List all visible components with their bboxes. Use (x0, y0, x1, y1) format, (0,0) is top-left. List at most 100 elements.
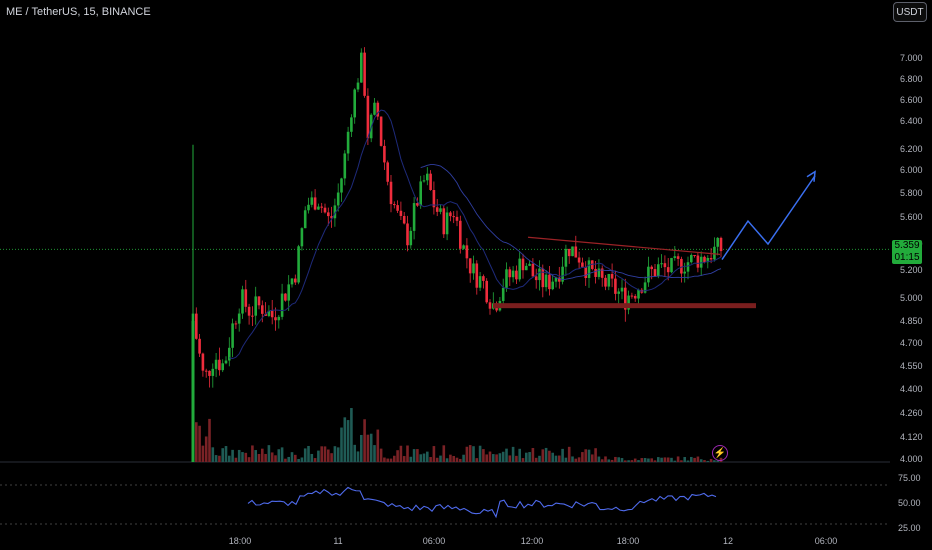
candle-body (650, 266, 653, 270)
volume-bar (198, 425, 201, 462)
volume-bar (670, 457, 673, 462)
candle-body (257, 296, 261, 306)
volume-bar (478, 445, 482, 462)
volume-bar (429, 457, 432, 462)
volume-bar (386, 458, 389, 462)
candle-body (297, 246, 300, 283)
candle-body (333, 205, 337, 219)
candle-body (488, 302, 492, 309)
candle-body (630, 295, 634, 297)
volume-bar (254, 450, 257, 462)
volume-bar (303, 448, 307, 462)
candle-body (508, 269, 512, 278)
volume-bar (515, 455, 518, 462)
candle-body (670, 257, 673, 273)
currency-button[interactable]: USDT (893, 2, 927, 22)
candle-body (310, 197, 314, 205)
candle-body (587, 260, 591, 278)
candle-body (455, 216, 459, 221)
volume-bar (310, 453, 314, 462)
candle-body (637, 289, 640, 299)
volume-bar (419, 454, 422, 462)
volume-bar (333, 446, 337, 462)
candle-body (445, 212, 449, 235)
volume-bar (584, 449, 587, 462)
candle-body (571, 246, 574, 257)
volume-bar (531, 447, 535, 462)
volume-bar (224, 446, 228, 462)
volume-bar (399, 445, 403, 462)
volume-bar (597, 456, 601, 462)
candle-body (600, 268, 604, 278)
candle-body (429, 173, 432, 191)
volume-bar (571, 456, 574, 462)
volume-bar (228, 455, 231, 462)
rsi-tick-label: 75.00 (898, 473, 921, 483)
volume-bar (620, 458, 624, 462)
candle-body (462, 245, 465, 249)
candle-body (597, 268, 601, 277)
candle-body (554, 277, 558, 282)
candle-body (307, 204, 310, 211)
candle-body (548, 274, 551, 290)
volume-bar (432, 446, 436, 462)
volume-bar (706, 460, 710, 462)
volume-bar (452, 455, 455, 462)
volume-bar (389, 458, 393, 462)
volume-bar (449, 454, 452, 462)
candle-body (442, 208, 446, 235)
volume-bar (525, 452, 528, 462)
time-tick-label: 12:00 (521, 536, 544, 546)
volume-bar (465, 446, 469, 462)
volume-bar (709, 458, 713, 462)
candle-body (676, 256, 680, 259)
volume-bar (538, 455, 541, 462)
candle-body (396, 205, 399, 211)
candle-body (653, 269, 657, 277)
candle-body (234, 323, 238, 325)
volume-bar (221, 448, 224, 462)
candle-body (620, 287, 624, 292)
candle-body (624, 287, 627, 310)
volume-bar (416, 449, 419, 462)
volume-bar (363, 419, 366, 462)
volume-bar (666, 457, 670, 462)
candle-body (214, 359, 218, 369)
volume-bar (195, 422, 198, 462)
volume-bar (241, 452, 244, 462)
volume-bar (637, 460, 640, 462)
candle-body (287, 284, 290, 301)
candle-body (363, 52, 366, 96)
candle-body (218, 359, 221, 371)
volume-bar (445, 458, 449, 462)
projection-arrowhead (806, 170, 816, 182)
candle-body (515, 270, 518, 280)
volume-bar (614, 456, 617, 462)
volume-bar (511, 446, 515, 462)
volume-bar (604, 456, 607, 462)
volume-bar (442, 445, 446, 462)
candle-body (614, 278, 617, 294)
volume-bar (551, 452, 554, 462)
volume-bar (280, 447, 284, 462)
bolt-icon[interactable]: ⚡ (712, 445, 728, 461)
volume-bar (201, 445, 205, 462)
candle-body (373, 102, 376, 115)
candle-body (452, 216, 455, 218)
candle-body (610, 273, 614, 279)
price-tick-label: 4.850 (900, 316, 923, 326)
volume-bar (297, 458, 300, 462)
candle-body (422, 180, 426, 182)
candle-body (432, 190, 436, 208)
volume-bar (409, 456, 413, 462)
volume-bar (251, 445, 254, 462)
candle-body (541, 268, 545, 288)
volume-bar (330, 453, 333, 462)
volume-bar (290, 452, 294, 462)
volume-bar (518, 448, 521, 462)
candle-body (386, 162, 389, 182)
volume-bar (366, 434, 370, 462)
volume-bar (343, 417, 347, 462)
volume-bar (369, 433, 373, 462)
